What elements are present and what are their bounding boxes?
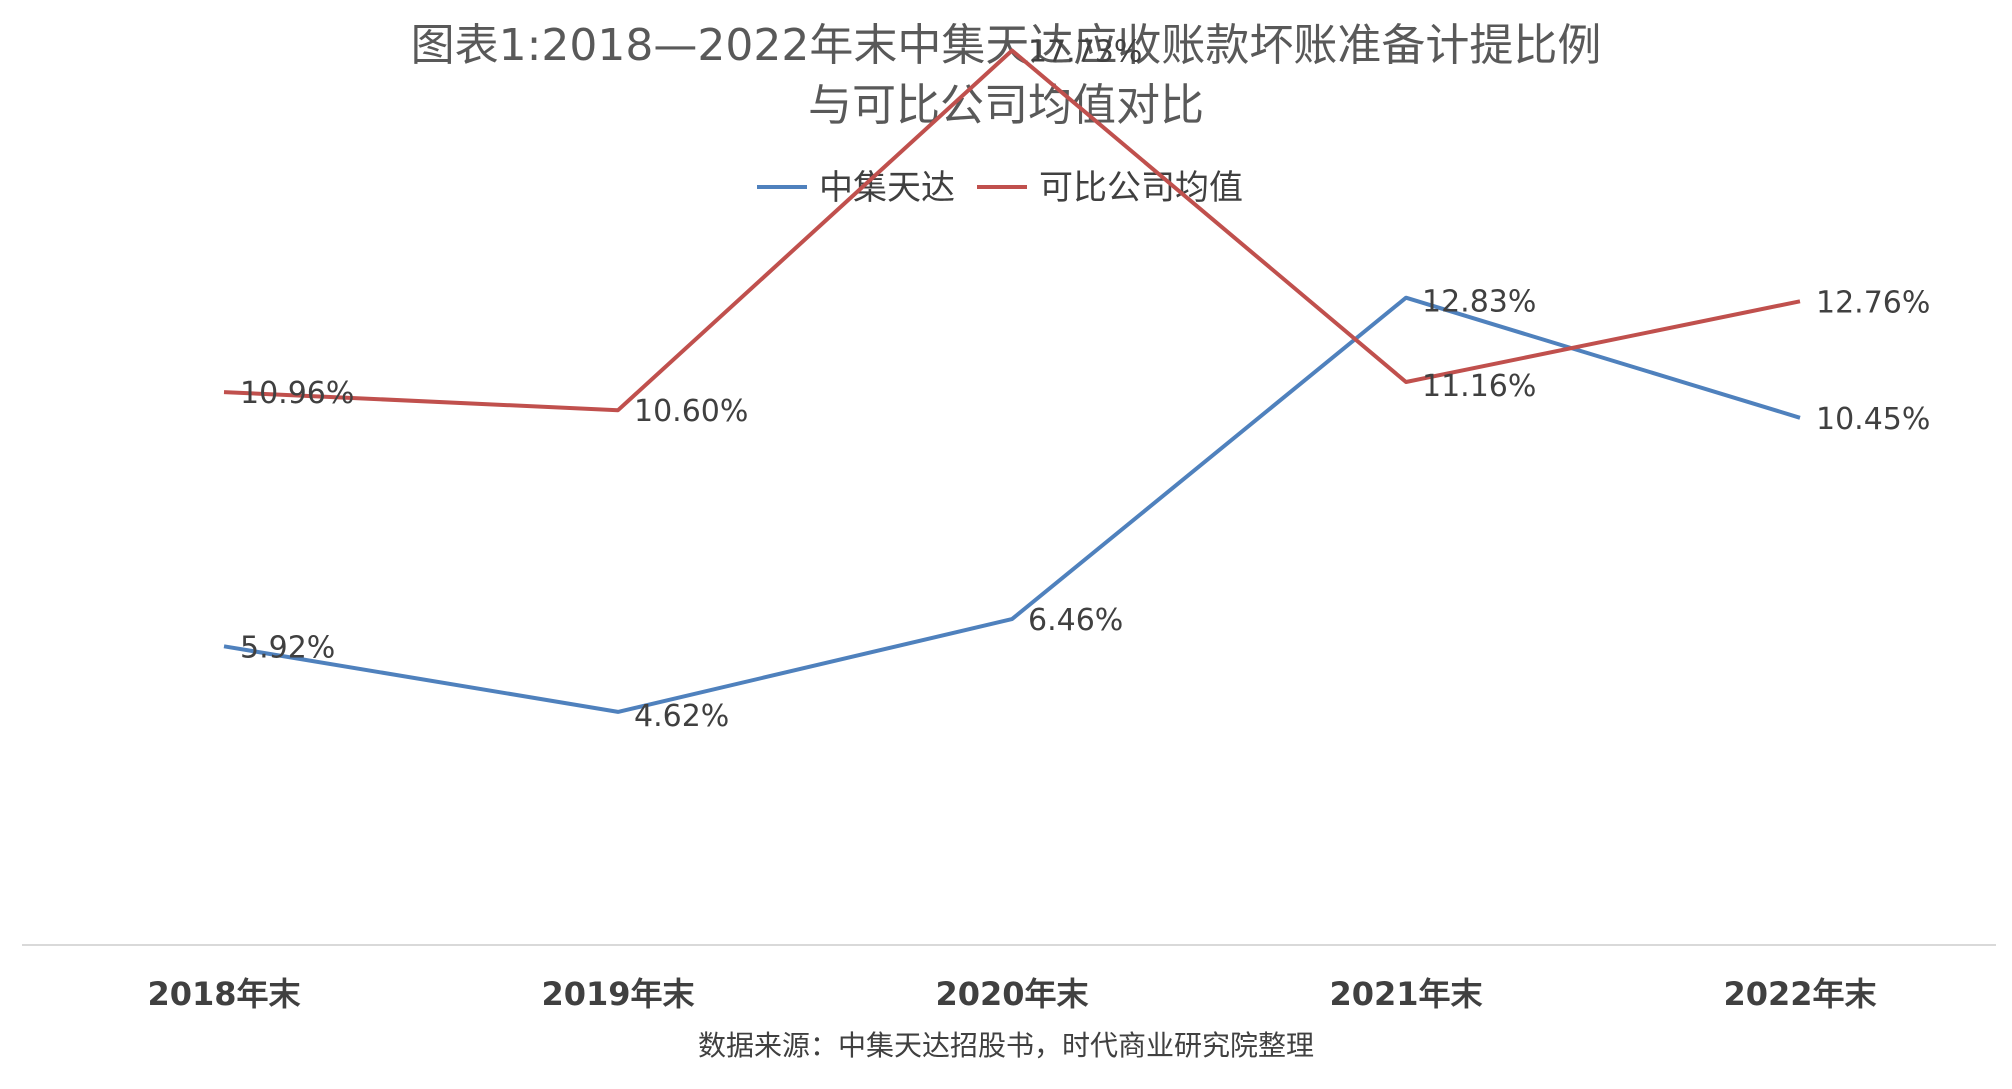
data-labels: 5.92% 4.62% 6.46% 12.83% 10.45% 10.96% 10.60% 1…: [240, 35, 1930, 734]
x-tick-label: 2018年末: [147, 975, 300, 1013]
data-label: 10.96%: [240, 376, 354, 411]
chart-legend: 中集天达 可比公司均值: [757, 168, 1243, 208]
series-line-peer-average: [223, 48, 1801, 413]
data-label: 5.92%: [240, 630, 335, 665]
data-label: 10.60%: [634, 394, 748, 429]
legend-label: 可比公司均值: [1039, 168, 1243, 208]
x-tick-label: 2019年末: [541, 975, 694, 1013]
chart-subtitle: 与可比公司均值对比: [808, 80, 1204, 131]
data-label: 11.16%: [1422, 369, 1536, 404]
x-axis-ticks: 2018年末 2019年末 2020年末 2021年末 2022年末: [147, 975, 1876, 1013]
x-tick-label: 2022年末: [1723, 975, 1876, 1013]
data-label: 17.73%: [1028, 35, 1142, 70]
series-line-zhongji-tianda: [223, 295, 1801, 714]
data-label: 6.46%: [1028, 603, 1123, 638]
x-tick-label: 2020年末: [935, 975, 1088, 1013]
data-label: 12.83%: [1422, 285, 1536, 320]
data-label: 4.62%: [634, 699, 729, 734]
x-tick-label: 2021年末: [1329, 975, 1482, 1013]
data-label: 12.76%: [1816, 285, 1930, 320]
data-label: 10.45%: [1816, 402, 1930, 437]
chart-title: 图表1:2018—2022年末中集天达应收账款坏账准备计提比例: [411, 20, 1602, 71]
series-lines: [223, 48, 1801, 714]
data-source-note: 数据来源：中集天达招股书，时代商业研究院整理: [698, 1029, 1314, 1062]
legend-label: 中集天达: [819, 168, 955, 208]
